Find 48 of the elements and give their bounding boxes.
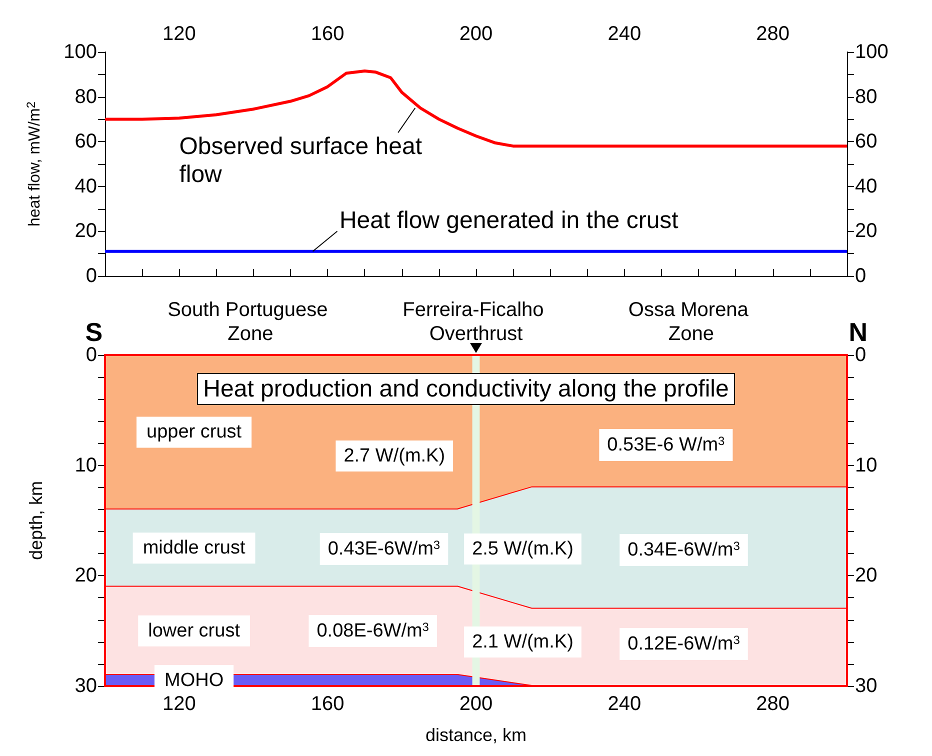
- text: S: [85, 317, 103, 347]
- y-tick-label: 10: [74, 454, 97, 476]
- y2-tick-label: 10: [855, 454, 878, 476]
- text: Ossa Morena Zone: [628, 299, 754, 345]
- text: N: [848, 317, 868, 347]
- y2-tick-label: 60: [855, 130, 878, 153]
- x-tick-label: 160: [310, 693, 344, 715]
- y-tick-label: 0: [86, 265, 97, 287]
- x-tick-label: 120: [162, 693, 196, 715]
- y2-tick-label: 80: [855, 86, 878, 108]
- x-axis-title: distance, km: [425, 725, 527, 745]
- y-tick-label: 80: [74, 86, 97, 108]
- series-label: middle crust: [142, 538, 246, 559]
- y-tick-label: 20: [74, 220, 97, 242]
- y-axis-title: depth, km: [26, 480, 46, 560]
- x-tick-label: 120: [162, 23, 196, 45]
- series-label: Observed surface heat flow: [179, 133, 429, 188]
- x-tick-label: 200: [459, 23, 493, 45]
- series-label: MOHO: [164, 670, 224, 691]
- y-tick-label: 100: [64, 41, 97, 63]
- y2-tick-label: 20: [855, 220, 878, 242]
- series-label: Heat flow generated in the crust: [339, 207, 679, 234]
- annotation: 2.5 W/(m.K): [472, 538, 574, 560]
- x-tick-label: 240: [608, 693, 642, 715]
- y2-tick-label: 0: [855, 265, 866, 287]
- series-label: lower crust: [148, 620, 241, 642]
- y2-tick-label: 20: [855, 564, 878, 587]
- y2-tick-label: 40: [855, 175, 878, 198]
- x-tick-label: 200: [459, 693, 493, 715]
- y-tick-label: 30: [74, 675, 97, 697]
- y-tick-label: 60: [74, 130, 97, 153]
- x-tick-label: 240: [608, 23, 642, 45]
- series-label: upper crust: [146, 422, 242, 443]
- x-tick-label: 160: [310, 23, 344, 45]
- annotation: 2.7 W/(m.K): [344, 445, 446, 466]
- text: South Portuguese Zone: [168, 299, 334, 345]
- x-tick-label: 280: [756, 693, 790, 715]
- annotation: 2.1 W/(m.K): [472, 631, 574, 652]
- text: Ferreira-Ficalho Overthrust: [402, 299, 550, 345]
- y2-tick-label: 100: [855, 41, 888, 63]
- y2-tick-label: 30: [855, 675, 878, 697]
- y-axis-title: heat flow, mW/m2: [24, 101, 44, 226]
- y-tick-label: 0: [86, 344, 97, 366]
- x-tick-label: 280: [756, 23, 790, 45]
- y-tick-label: 40: [74, 175, 97, 198]
- y2-tick-label: 0: [855, 344, 866, 366]
- y-tick-label: 20: [74, 564, 97, 587]
- text: Heat production and conductivity along the profile: [203, 376, 729, 402]
